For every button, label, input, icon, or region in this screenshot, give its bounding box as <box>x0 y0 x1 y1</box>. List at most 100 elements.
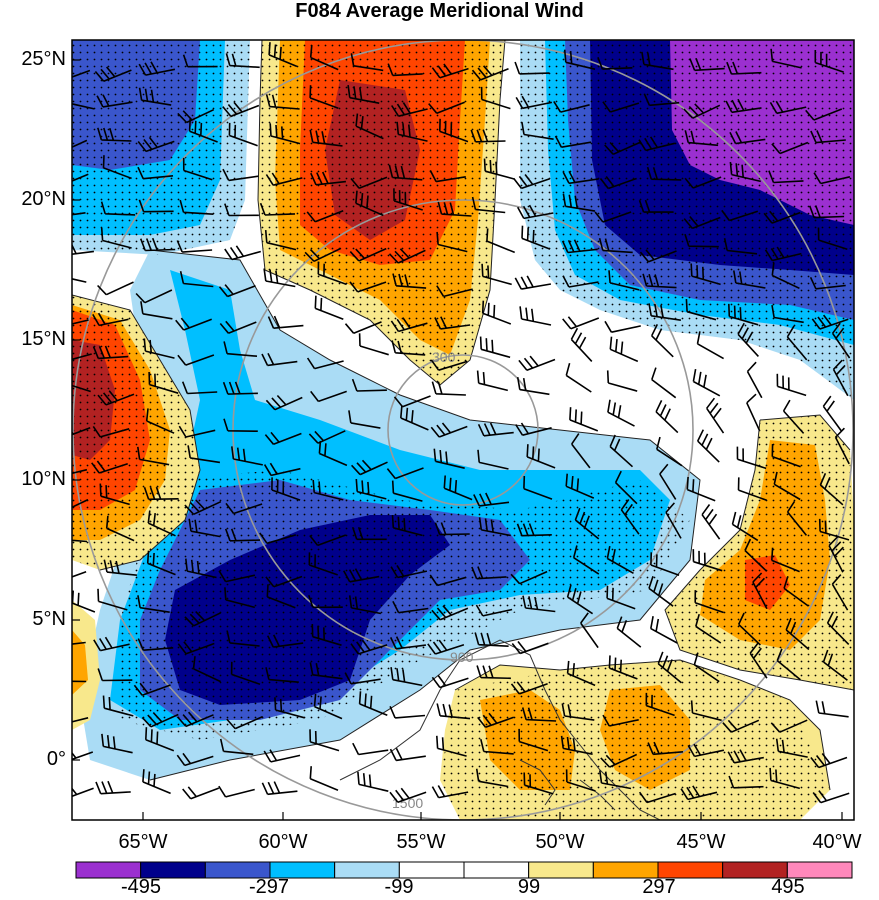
wind-barb <box>261 352 298 367</box>
wind-barb <box>725 98 762 114</box>
wind-barb <box>599 770 632 790</box>
wind-barb <box>516 523 552 537</box>
wind-barb <box>355 478 387 500</box>
wind-barb <box>476 370 508 392</box>
wind-barb <box>769 100 807 115</box>
wind-barb <box>148 371 179 394</box>
wind-barb <box>599 176 637 190</box>
wind-barb <box>518 728 549 752</box>
wind-barb <box>597 57 633 70</box>
wind-barb <box>91 460 128 474</box>
wind-barb <box>347 84 380 104</box>
wind-barb <box>350 176 388 189</box>
lon-label-50w: 50°W <box>535 831 585 853</box>
wind-barb <box>810 753 848 769</box>
lat-label-25n: 25°N <box>21 48 66 70</box>
wind-barb <box>600 753 638 768</box>
wind-barb <box>822 649 848 681</box>
wind-barb <box>639 249 677 263</box>
wind-barb <box>389 747 426 762</box>
wind-barb <box>604 320 641 333</box>
wind-barb <box>701 504 721 540</box>
wind-barb <box>224 587 256 609</box>
range-rings <box>72 40 854 820</box>
wind-barb <box>265 94 300 110</box>
wind-barb <box>72 571 87 578</box>
wind-barb <box>182 54 218 68</box>
wind-barb <box>222 381 258 395</box>
wind-barb <box>102 695 134 717</box>
wind-barb <box>176 711 214 728</box>
wind-barb <box>692 368 721 397</box>
contour-lines <box>72 40 854 791</box>
wind-barb <box>265 172 303 186</box>
wind-barb <box>474 632 509 647</box>
wind-barb <box>97 281 134 296</box>
wind-barb <box>72 173 89 182</box>
colorbar-swatch <box>786 861 853 879</box>
wind-barb <box>219 738 254 756</box>
wind-barb <box>138 61 176 76</box>
wind-barb <box>638 791 676 804</box>
wind-barbs <box>72 42 851 804</box>
wind-barb <box>771 262 800 290</box>
wind-barb <box>147 510 176 537</box>
wind-barb <box>265 575 303 588</box>
wind-barb <box>231 446 263 466</box>
wind-barb <box>72 319 89 325</box>
wind-barb <box>268 42 298 68</box>
wind-barb <box>184 611 222 627</box>
wind-barb <box>560 735 593 755</box>
wind-barb <box>574 507 600 540</box>
wind-barb <box>135 289 173 304</box>
lat-label-20n: 20°N <box>21 188 66 210</box>
wind-barb <box>99 483 130 506</box>
wind-barb <box>351 527 387 541</box>
wind-barb <box>526 444 556 469</box>
wind-barb <box>145 408 175 434</box>
wind-barb <box>393 188 423 211</box>
wind-barb <box>752 572 768 610</box>
wind-barb <box>72 139 88 149</box>
wind-barb <box>684 233 719 248</box>
wind-barb <box>562 316 600 330</box>
wind-barb <box>349 281 387 293</box>
wind-barb <box>177 641 215 655</box>
wind-barb <box>471 566 507 580</box>
wind-barb <box>776 648 801 681</box>
wind-barb <box>518 355 556 371</box>
wind-barb <box>817 227 848 250</box>
wind-barb <box>72 384 91 393</box>
axis-ticks <box>72 59 843 820</box>
wind-barb <box>514 61 550 75</box>
wind-barb <box>392 273 427 289</box>
wind-barb <box>607 399 635 427</box>
wind-barb <box>355 113 384 140</box>
wind-barb <box>72 717 89 723</box>
wind-barb <box>72 69 91 78</box>
wind-barb <box>695 613 722 644</box>
wind-barb <box>267 315 304 329</box>
wind-barb <box>443 475 473 501</box>
wind-barb <box>726 61 762 75</box>
wind-barb <box>228 122 258 147</box>
wind-barb <box>554 135 592 148</box>
ring-label-1500: 1500 <box>392 795 423 811</box>
wind-barb <box>771 547 800 573</box>
wind-barb <box>519 306 552 326</box>
wind-barb <box>643 93 680 107</box>
wind-barb <box>304 247 342 263</box>
wind-barb <box>309 534 347 547</box>
wind-barb <box>222 168 259 182</box>
wind-barb <box>92 345 129 360</box>
wind-barb <box>771 141 809 155</box>
wind-barb <box>351 459 388 476</box>
wind-barb <box>478 517 511 537</box>
wind-barb <box>684 130 719 147</box>
wind-barb <box>594 211 632 223</box>
wind-barb <box>431 605 469 621</box>
lat-label-5n: 5°N <box>32 608 66 630</box>
wind-barb <box>314 295 344 320</box>
wind-barb <box>768 170 804 184</box>
wind-barb <box>561 703 595 721</box>
